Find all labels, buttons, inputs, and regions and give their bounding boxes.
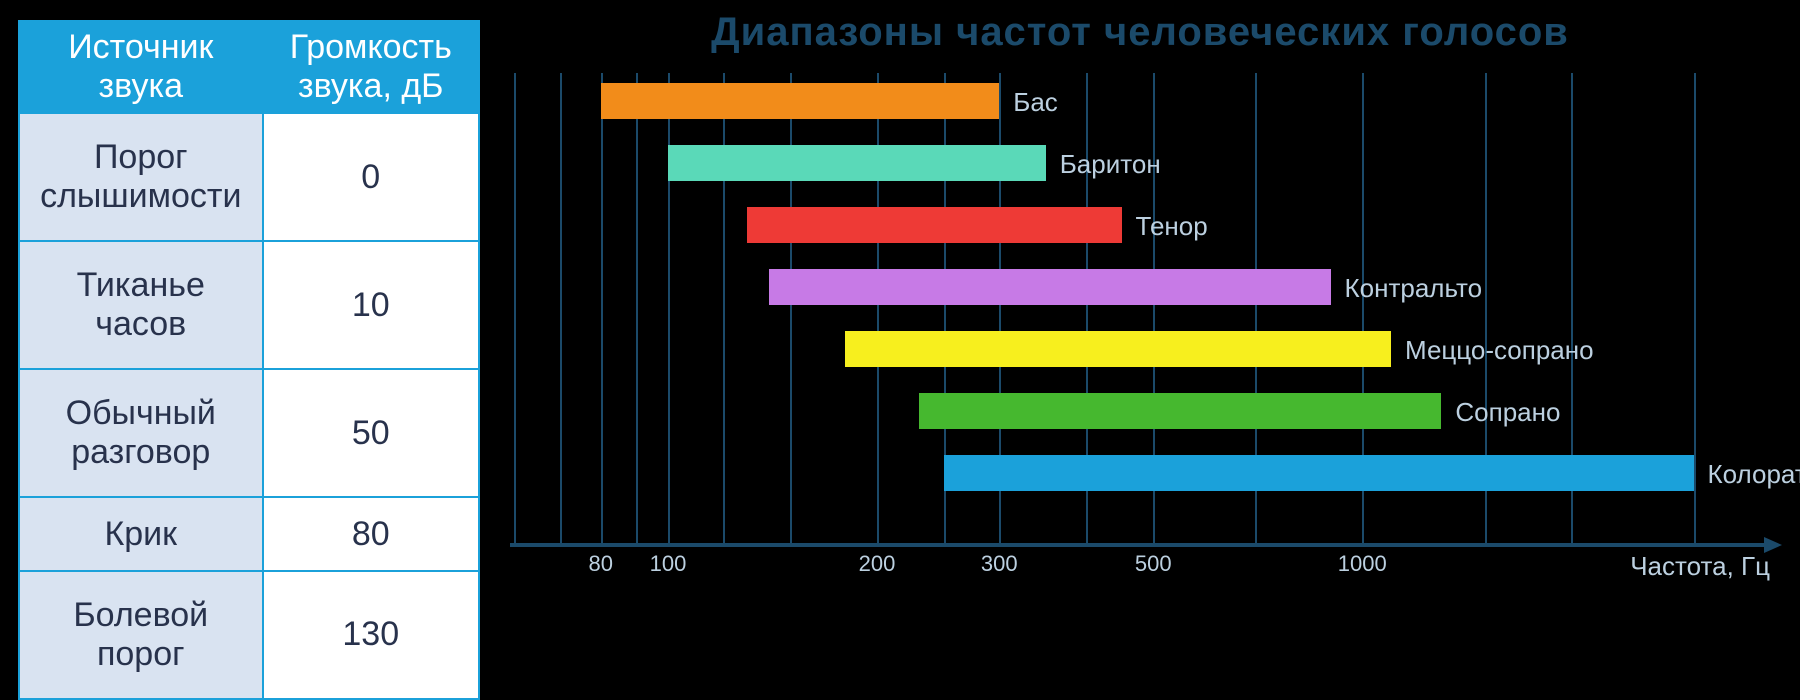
table-row: Порог слышимости 0 [19, 113, 479, 241]
range-bar [769, 269, 1330, 305]
cell-source: Болевой порог [19, 571, 263, 699]
header-text: Громкость звука, дБ [290, 28, 452, 105]
gridline [877, 73, 879, 543]
cell-db: 80 [263, 497, 479, 571]
gridline [790, 73, 792, 543]
range-bar [919, 393, 1441, 429]
x-axis [510, 543, 1766, 547]
cell-source: Обычный разговор [19, 369, 263, 497]
table-row: Крик 80 [19, 497, 479, 571]
range-bar [601, 83, 1000, 119]
cell-source: Крик [19, 497, 263, 571]
table-row: Тиканье часов 10 [19, 241, 479, 369]
gridline [636, 73, 638, 543]
range-bar-label: Тенор [1136, 211, 1208, 242]
gridline [668, 73, 670, 543]
gridline [1694, 73, 1696, 543]
range-bar-label: Бас [1013, 87, 1058, 118]
y-axis [514, 73, 516, 543]
voice-range-chart: Диапазоны частот человеческих голосов 80… [510, 10, 1770, 700]
chart-title: Диапазоны частот человеческих голосов [510, 10, 1770, 55]
range-bar [747, 207, 1121, 243]
cell-db: 130 [263, 571, 479, 699]
col-header-db: Громкость звука, дБ [263, 21, 479, 113]
gridline [601, 73, 603, 543]
range-bar-label: Баритон [1060, 149, 1161, 180]
x-tick-label: 1000 [1338, 551, 1387, 577]
range-bar [845, 331, 1391, 367]
x-axis-title: Частота, Гц [1630, 551, 1770, 582]
x-tick-label: 100 [650, 551, 687, 577]
loudness-table: Источник звука Громкость звука, дБ Порог… [18, 20, 480, 700]
range-bar [668, 145, 1046, 181]
range-bar-label: Контральто [1345, 273, 1483, 304]
gridline [560, 73, 562, 543]
range-bar-label: Сопрано [1455, 397, 1560, 428]
range-bar [944, 455, 1693, 491]
header-text: Источник звука [68, 28, 213, 105]
range-bar-label: Меццо-сопрано [1405, 335, 1594, 366]
cell-source: Тиканье часов [19, 241, 263, 369]
cell-source: Порог слышимости [19, 113, 263, 241]
x-tick-label: 200 [859, 551, 896, 577]
cell-db: 10 [263, 241, 479, 369]
x-tick-label: 80 [588, 551, 612, 577]
cell-db: 50 [263, 369, 479, 497]
x-tick-label: 300 [981, 551, 1018, 577]
col-header-source: Источник звука [19, 21, 263, 113]
cell-db: 0 [263, 113, 479, 241]
gridline [723, 73, 725, 543]
chart-plot-area: 80 100 200 300 500 1000 Частота, Гц БасБаритон Т… [510, 73, 1770, 593]
table-row: Обычный разговор 50 [19, 369, 479, 497]
range-bar-label: Колоратурное сопрано [1708, 459, 1800, 490]
x-tick-label: 500 [1135, 551, 1172, 577]
table-row: Болевой порог 130 [19, 571, 479, 699]
